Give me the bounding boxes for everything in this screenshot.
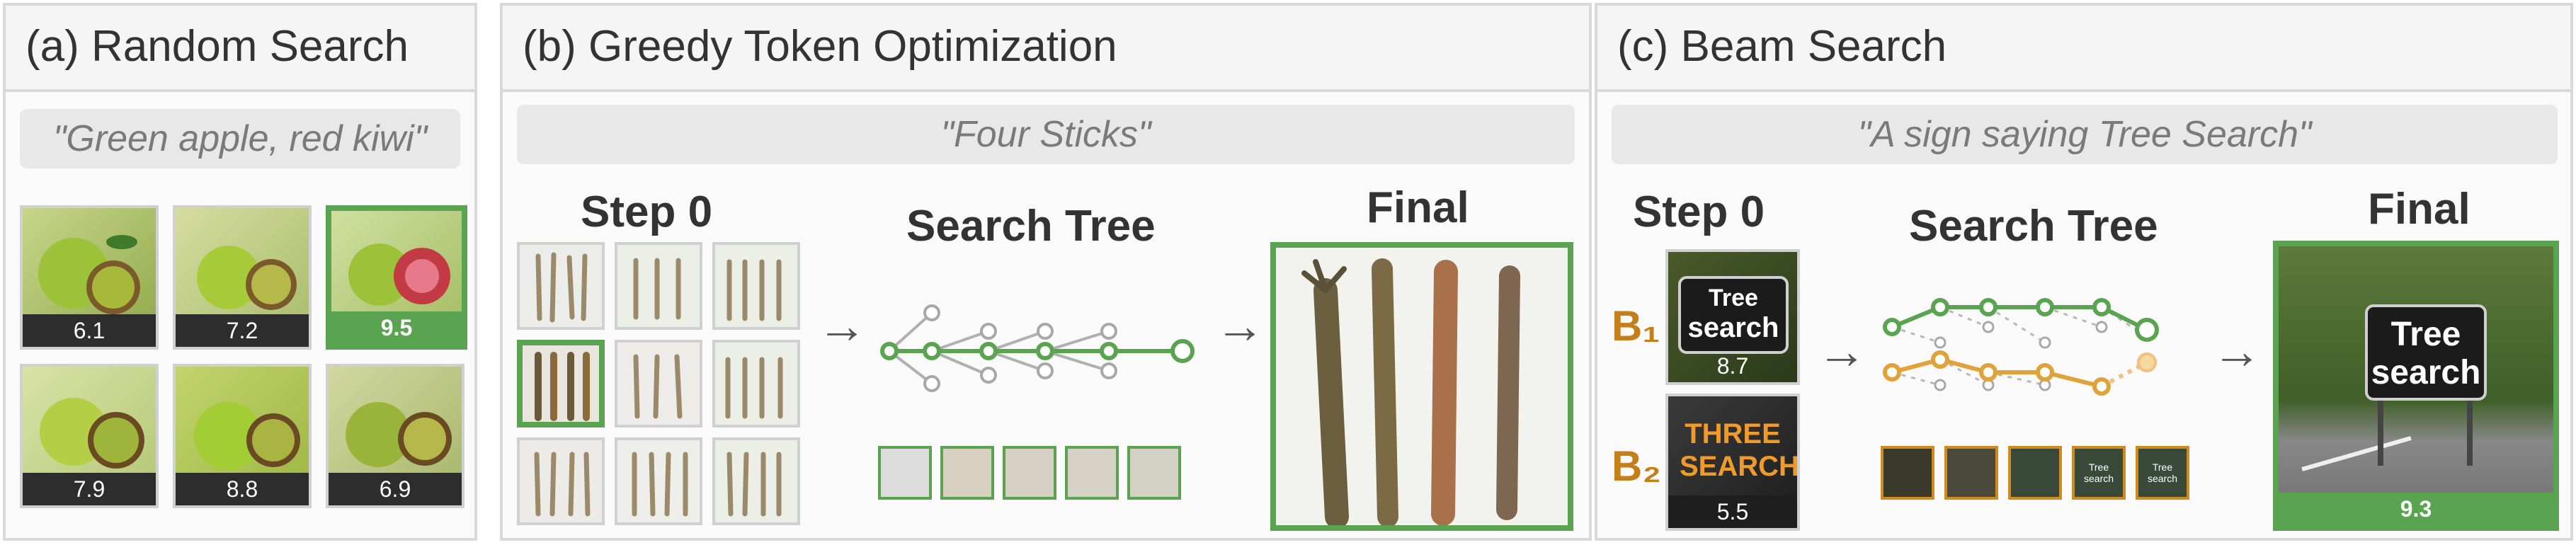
prompt-text: "A sign saying Tree Search" — [1612, 105, 2558, 164]
apple-kiwi-drawing — [40, 398, 144, 469]
prompt-text: "Green apple, red kiwi" — [20, 109, 460, 168]
sign-line-2: search — [2371, 354, 2481, 391]
step-thumbnail — [2008, 446, 2062, 500]
sign-line-1: Tree — [1709, 285, 1758, 311]
score-label: 9.5 — [331, 311, 462, 344]
step-thumbnail-sign: Tree search — [2136, 446, 2189, 500]
step-thumbnail — [1003, 446, 1056, 500]
sticks-drawings — [534, 252, 783, 517]
score-label: 7.2 — [176, 314, 309, 347]
sign-post-right — [2467, 388, 2473, 466]
step-thumbnail — [1881, 446, 1934, 500]
panel-header: (c) Beam Search — [1597, 6, 2570, 92]
neon-sign: THREE SEARCH — [1680, 418, 1799, 483]
apple-kiwi-image-1: 6.1 — [20, 205, 159, 350]
apple-kiwi-drawing — [346, 402, 452, 467]
sticks-image — [712, 437, 800, 525]
apple-kiwi-image-5: 8.8 — [173, 364, 312, 508]
step-thumbnail — [1127, 446, 1181, 500]
step-label: Step 0 — [1633, 188, 1765, 236]
panel-header: (b) Greedy Token Optimization — [503, 6, 1589, 92]
score-label: 6.1 — [23, 314, 156, 347]
step-thumbnail — [940, 446, 994, 500]
panel-title: (a) Random Search — [25, 22, 409, 71]
search-tree-label: Search Tree — [1909, 202, 2158, 251]
search-tree-diagram — [880, 304, 1195, 392]
sticks-image-selected — [517, 340, 605, 428]
final-sign-image: Tree search 9.3 — [2273, 241, 2559, 531]
step-label: Step 0 — [581, 188, 713, 236]
beam-2-image: THREE SEARCH 5.5 — [1665, 394, 1800, 531]
sign-line-2: SEARCH — [1680, 451, 1799, 482]
sticks-image — [517, 242, 605, 330]
beam-1-label: B₁ — [1612, 302, 1660, 350]
score-label: 8.8 — [176, 473, 309, 505]
arrow-right-icon: → — [2212, 323, 2262, 379]
sign-line-1: THREE — [1685, 418, 1781, 449]
arrow-right-icon: → — [1817, 323, 1867, 379]
panel-beam-search: (c) Beam Search "A sign saying Tree Sear… — [1595, 3, 2573, 541]
four-sticks-drawing — [1301, 258, 1520, 525]
apple-kiwi-image-2: 7.2 — [173, 205, 312, 350]
apple-kiwi-image-4: 7.9 — [20, 364, 159, 508]
apple-kiwi-drawing — [194, 402, 300, 470]
final-label: Final — [2368, 185, 2470, 234]
apple-kiwi-drawing — [197, 246, 297, 310]
search-tree-label: Search Tree — [906, 202, 1156, 251]
sign-line-2: search — [1687, 312, 1779, 343]
panel-greedy-token-optimization: (b) Greedy Token Optimization "Four Stic… — [500, 3, 1592, 541]
step-thumbnail — [878, 446, 932, 500]
sign-line-1: Tree — [2390, 316, 2461, 353]
score-label: 5.5 — [1668, 495, 1797, 528]
score-label: 6.9 — [329, 473, 462, 505]
beam-2-label: B₂ — [1612, 442, 1661, 490]
score-label: 9.3 — [2279, 493, 2553, 525]
step0-image-grid — [517, 242, 800, 532]
arrow-right-icon: → — [1215, 298, 1265, 353]
sign: Tree search — [2365, 304, 2487, 401]
score-label: 7.9 — [23, 473, 156, 505]
apple-kiwi-image-3-selected: 9.5 — [326, 205, 467, 350]
sign-post-left — [2378, 388, 2383, 466]
apple-kiwi-drawing — [38, 235, 140, 314]
mini-sign-line-2: search — [2147, 473, 2178, 484]
arrow-right-icon: → — [817, 298, 867, 353]
sign: Tree search — [1678, 276, 1789, 354]
sticks-image — [517, 437, 605, 525]
prompt-text: "Four Sticks" — [517, 105, 1575, 164]
step-thumbnail — [1065, 446, 1119, 500]
apple-kiwi-drawing — [348, 243, 450, 306]
step-thumbnail-sign: Tree search — [2072, 446, 2126, 500]
panel-header: (a) Random Search — [6, 6, 474, 92]
score-label: 8.7 — [1716, 352, 1749, 379]
mini-sign-line-1: Tree — [2088, 461, 2109, 473]
mini-sign-line-2: search — [2083, 473, 2114, 484]
beam-1-image: Tree search 8.7 — [1665, 249, 1800, 385]
panel-title: (c) Beam Search — [1617, 22, 1947, 71]
final-sticks-image — [1270, 242, 1573, 531]
panel-random-search: (a) Random Search "Green apple, red kiwi… — [3, 3, 477, 541]
apple-kiwi-image-6: 6.9 — [326, 364, 465, 508]
step-thumbnail — [1944, 446, 1998, 500]
final-label: Final — [1367, 183, 1469, 232]
road-line — [2301, 436, 2412, 471]
mini-sign-line-1: Tree — [2152, 461, 2173, 473]
panel-title: (b) Greedy Token Optimization — [523, 22, 1117, 71]
beam-search-tree-diagram — [1883, 298, 2159, 396]
